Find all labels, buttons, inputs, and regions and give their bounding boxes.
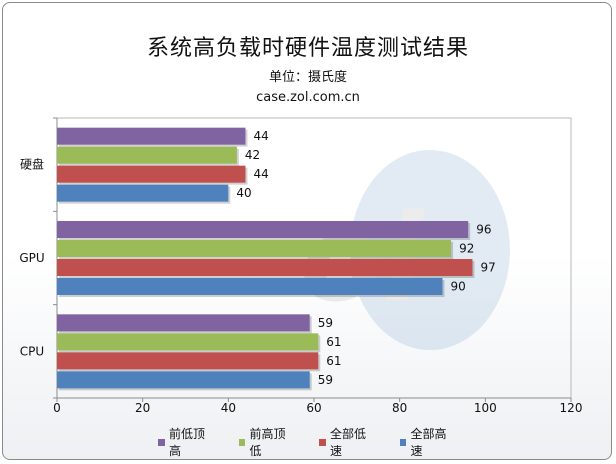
legend-swatch: [319, 438, 326, 446]
x-tick-label: 60: [306, 401, 321, 415]
x-tick-label: 0: [53, 401, 61, 415]
bar-value-label: 97: [480, 261, 495, 275]
bar-value-label: 61: [326, 335, 341, 349]
bar-value-label: 90: [451, 280, 466, 294]
bar: [57, 371, 310, 389]
bar: [57, 240, 452, 257]
bar: [57, 278, 443, 295]
bar: [57, 146, 237, 164]
bar-value-label: 92: [459, 242, 474, 256]
bar: [57, 314, 310, 332]
x-tick-label: 120: [560, 401, 583, 415]
bar: [57, 259, 473, 276]
legend-item: 前高顶低: [238, 425, 298, 459]
category-label: CPU: [20, 344, 44, 358]
legend-swatch: [158, 438, 165, 446]
x-tick-label: 40: [221, 401, 236, 415]
chart-title: 系统高负载时硬件温度测试结果: [146, 36, 469, 61]
x-tick-label: 80: [392, 401, 407, 415]
legend-label: 前低顶高: [168, 427, 205, 458]
bar-value-label: 96: [476, 223, 491, 237]
legend-item: 前低顶高: [158, 425, 217, 459]
x-tick-label: 20: [135, 401, 150, 415]
chart-subtitle: 单位：摄氏度: [268, 70, 347, 85]
bar-value-label: 44: [253, 129, 268, 143]
bar-value-label: 42: [245, 148, 260, 162]
x-tick-label: 100: [474, 401, 497, 415]
legend-swatch: [399, 438, 407, 446]
legend-item: 全部高速: [399, 425, 459, 459]
bar-value-label: 40: [236, 186, 251, 200]
chart-source: case.zol.com.cn: [256, 90, 360, 105]
bar: [57, 221, 469, 238]
bar: [57, 165, 246, 183]
bar-value-label: 59: [318, 373, 333, 387]
bar-value-label: 59: [318, 316, 333, 330]
legend-swatch: [238, 438, 246, 446]
legend-label: 前高顶低: [249, 427, 286, 458]
legend-label: 全部低速: [329, 427, 366, 458]
chart-legend: 前低顶高 前高顶低 全部低速 全部高速: [158, 425, 458, 459]
category-label: GPU: [19, 251, 44, 265]
bar: [57, 127, 246, 145]
bar: [57, 352, 319, 370]
legend-label: 全部高速: [410, 427, 447, 458]
bar: [57, 333, 319, 351]
category-label: 硬盘: [20, 157, 44, 172]
bar: [57, 184, 229, 202]
bar-value-label: 44: [253, 167, 268, 181]
bar-value-label: 61: [326, 354, 341, 368]
legend-item: 全部低速: [319, 425, 378, 459]
